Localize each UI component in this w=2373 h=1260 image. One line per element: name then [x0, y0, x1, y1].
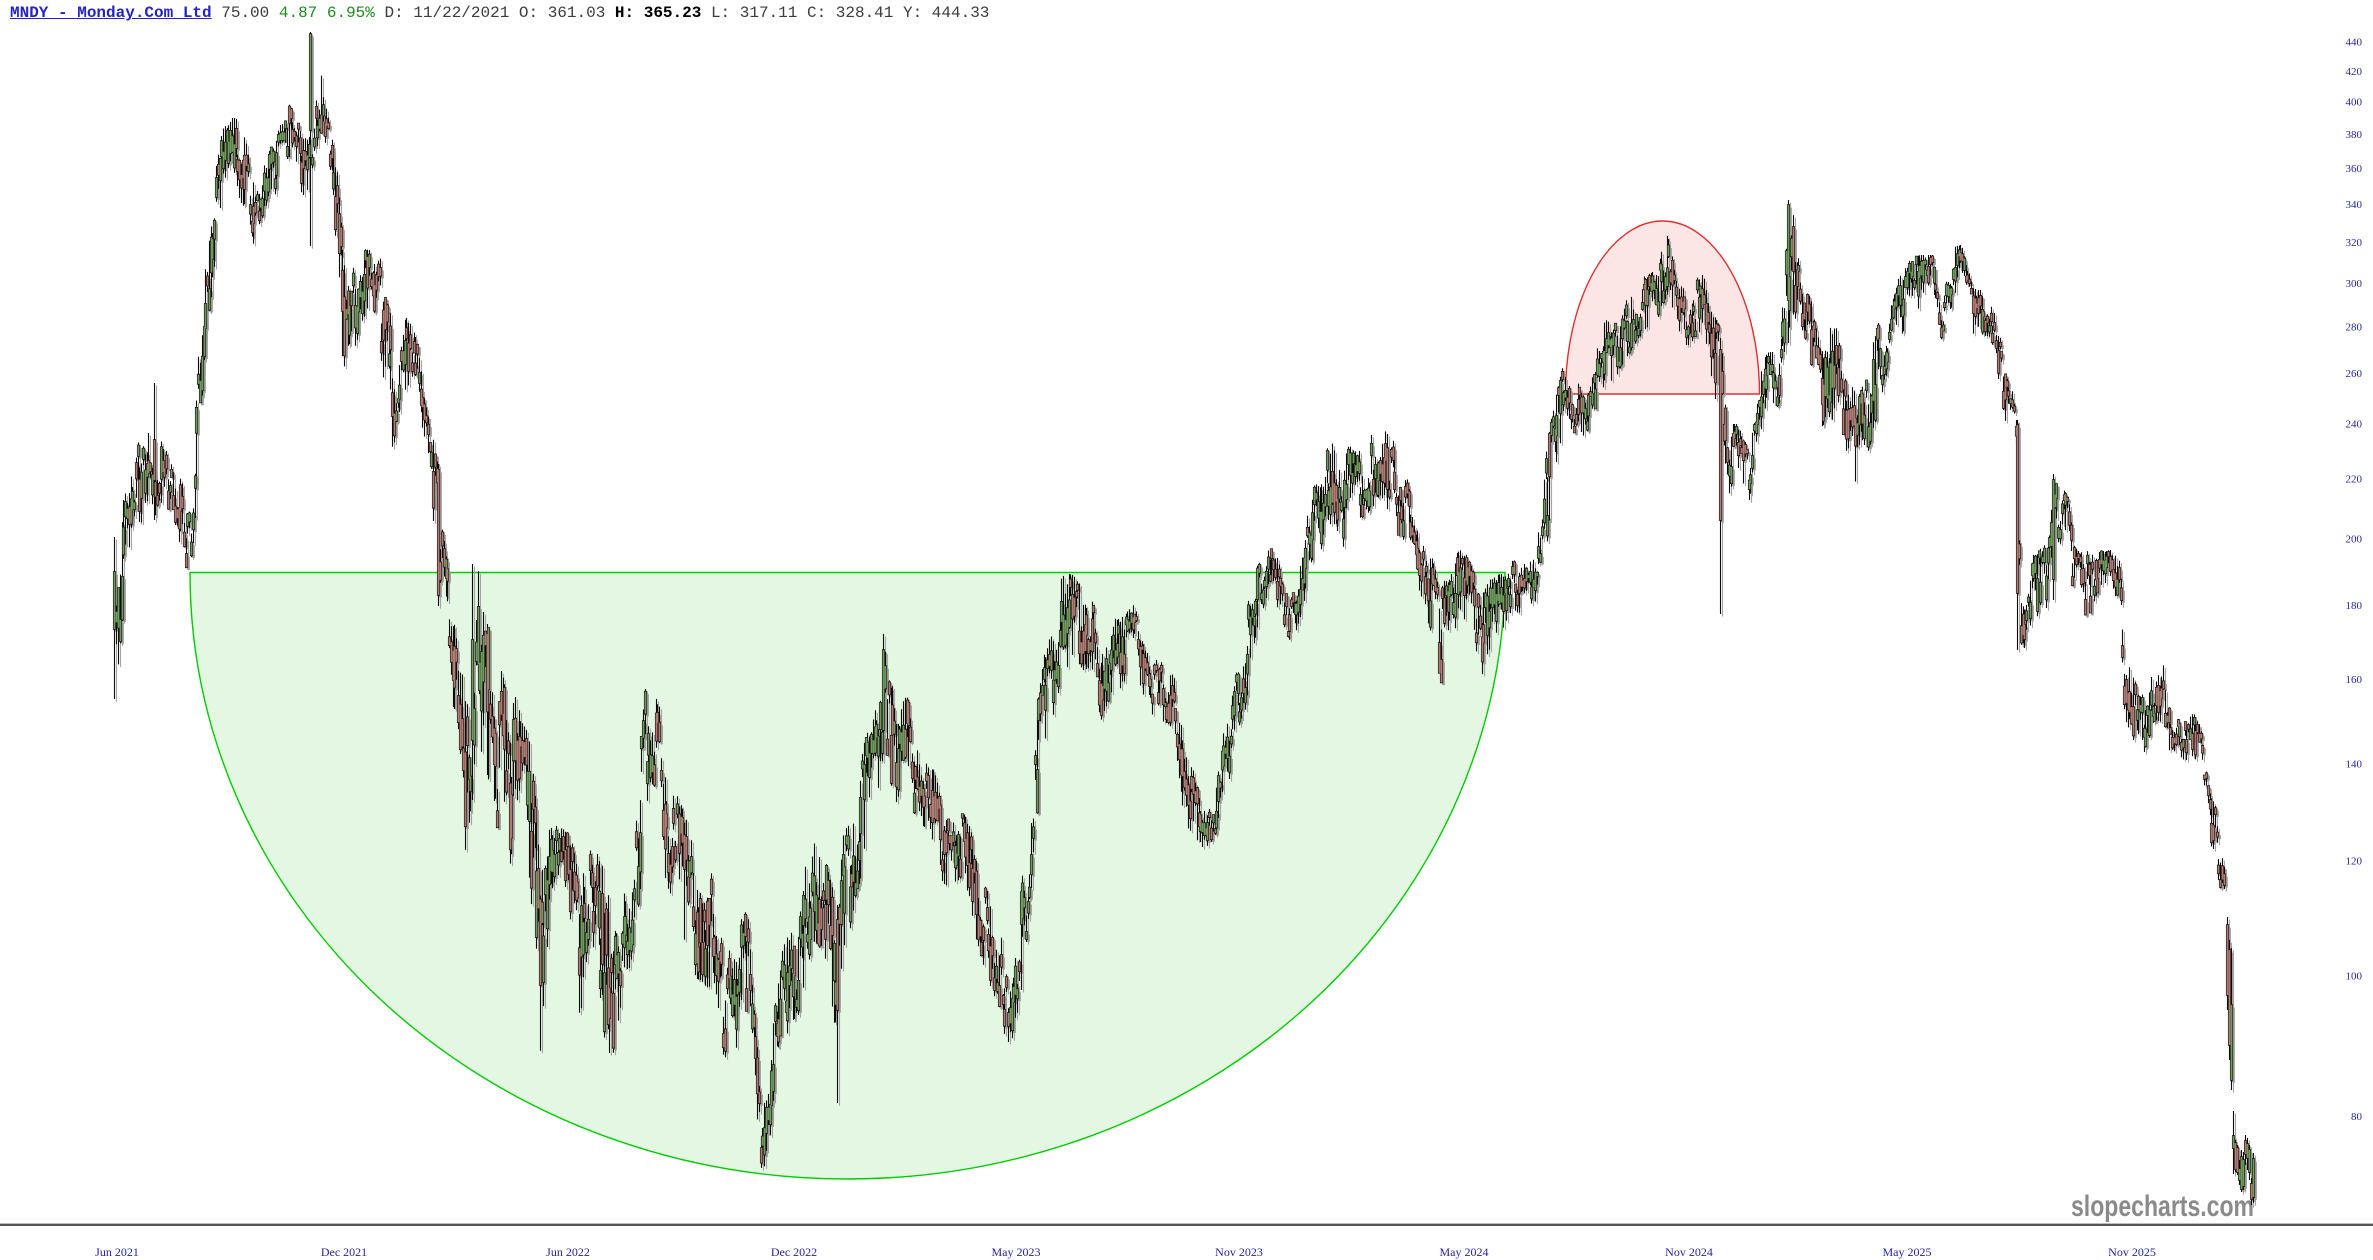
svg-text:360: 360	[2346, 163, 2363, 175]
svg-text:120: 120	[2346, 855, 2363, 867]
svg-text:200: 200	[2346, 534, 2363, 546]
svg-text:Nov 2024: Nov 2024	[1665, 1245, 1713, 1259]
svg-text:280: 280	[2346, 321, 2363, 333]
svg-text:320: 320	[2346, 237, 2363, 249]
svg-text:Jun 2021: Jun 2021	[95, 1245, 139, 1259]
svg-text:100: 100	[2346, 970, 2363, 982]
svg-text:160: 160	[2346, 674, 2363, 686]
svg-text:80: 80	[2351, 1111, 2363, 1123]
svg-text:240: 240	[2346, 419, 2363, 431]
svg-text:300: 300	[2346, 278, 2363, 290]
svg-text:220: 220	[2346, 473, 2363, 485]
svg-text:400: 400	[2346, 97, 2363, 109]
svg-text:May 2025: May 2025	[1883, 1245, 1932, 1259]
svg-text:260: 260	[2346, 368, 2363, 380]
svg-text:340: 340	[2346, 199, 2363, 211]
svg-text:Nov 2023: Nov 2023	[1215, 1245, 1263, 1259]
svg-text:Jun 2022: Jun 2022	[546, 1245, 590, 1259]
svg-text:slopecharts.com: slopecharts.com	[2071, 1190, 2254, 1223]
svg-text:140: 140	[2346, 758, 2363, 770]
svg-text:May 2023: May 2023	[992, 1245, 1041, 1259]
svg-text:180: 180	[2346, 600, 2363, 612]
svg-text:May 2024: May 2024	[1440, 1245, 1489, 1259]
svg-text:420: 420	[2346, 66, 2363, 78]
svg-text:Dec 2022: Dec 2022	[771, 1245, 817, 1259]
svg-text:440: 440	[2346, 37, 2363, 49]
svg-text:Nov 2025: Nov 2025	[2108, 1245, 2156, 1259]
svg-text:Dec 2021: Dec 2021	[321, 1245, 367, 1259]
svg-text:380: 380	[2346, 129, 2363, 141]
